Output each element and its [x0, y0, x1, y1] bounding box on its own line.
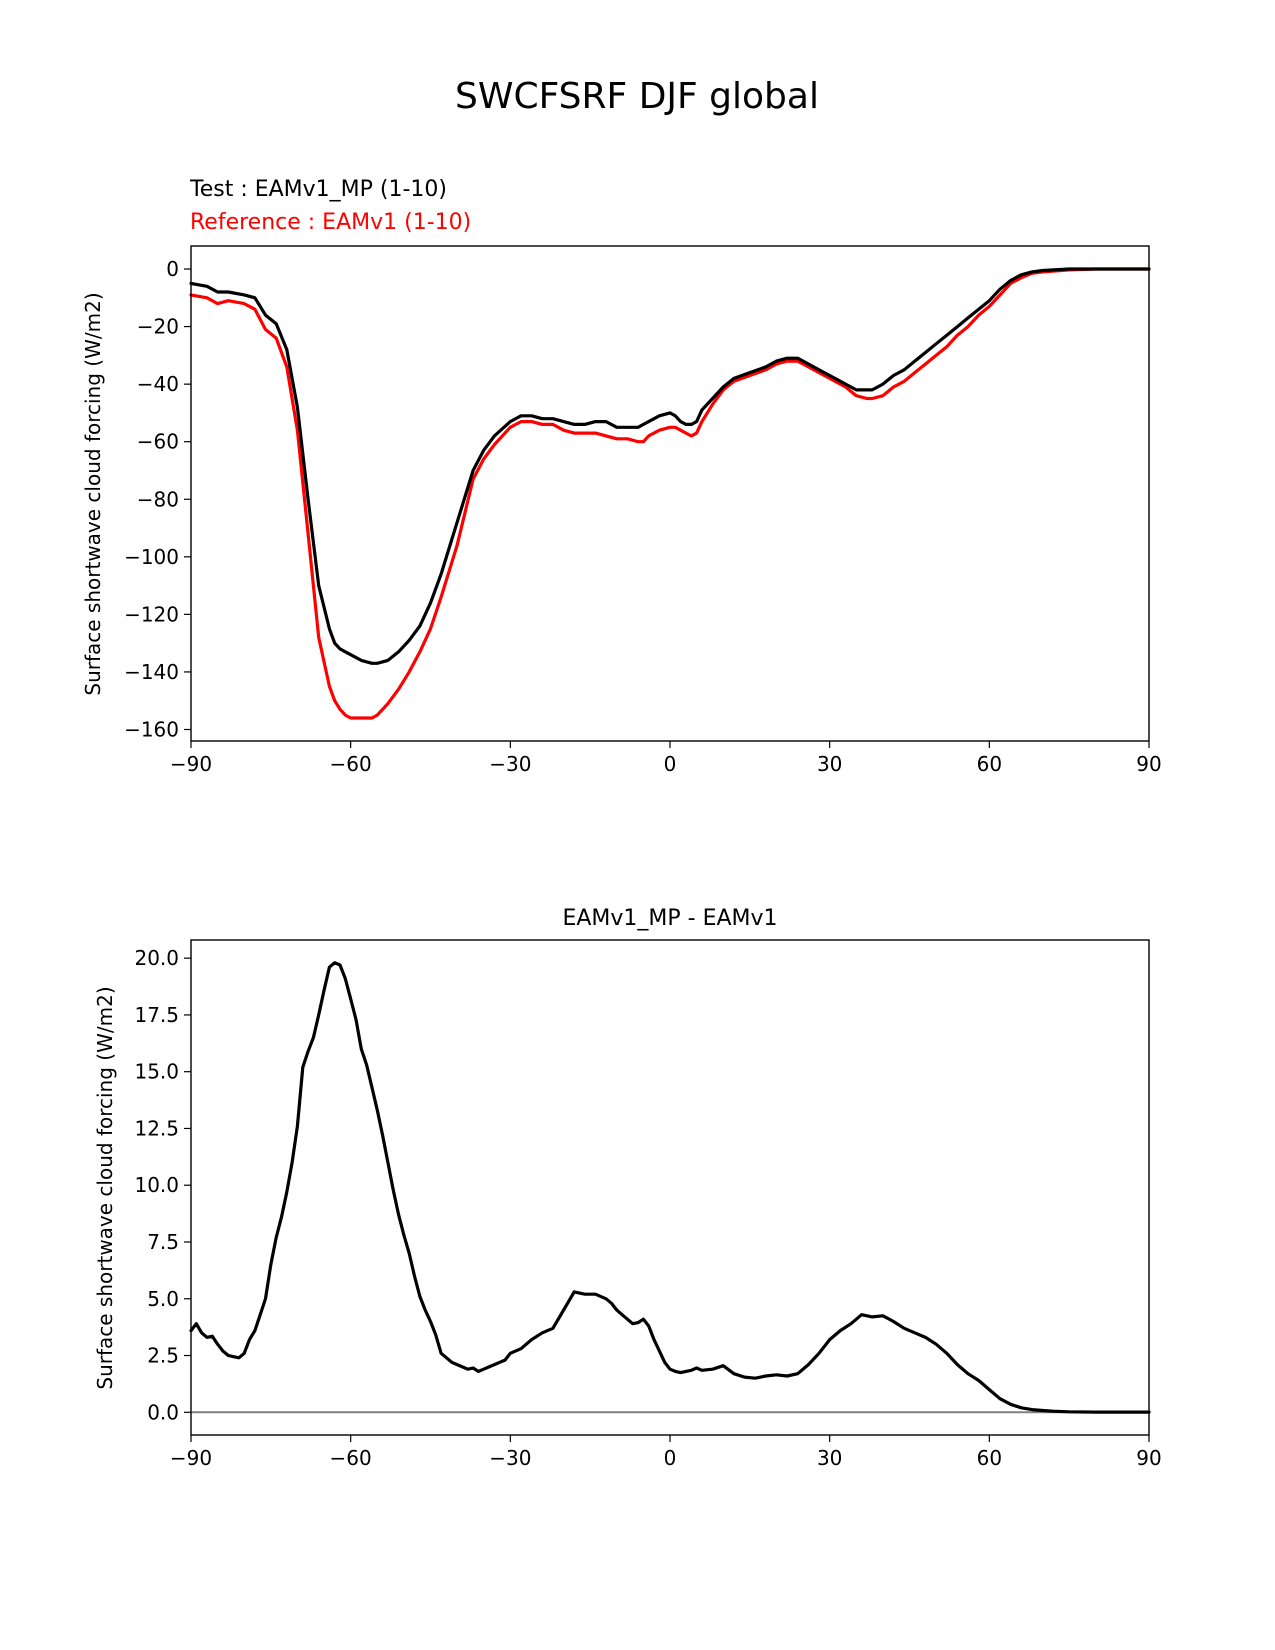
bottom-xtick-label: −60 [330, 1446, 372, 1470]
top-ytick-label: −160 [124, 717, 179, 741]
bottom-ytick-label: 17.5 [134, 1003, 179, 1027]
top-panel: Test : EAMv1_MP (1-10) Reference : EAMv1… [81, 177, 1162, 776]
bottom-ytick-label: 10.0 [134, 1173, 179, 1197]
bottom-ylabel: Surface shortwave cloud forcing (W/m2) [93, 986, 117, 1389]
top-series-line-reference-eamv1-1-10- [189, 267, 1151, 720]
bottom-ytick-label: 5.0 [147, 1287, 179, 1311]
bottom-series-line-eamv1-mp-eamv1 [189, 961, 1151, 1414]
bottom-axes-frame [190, 939, 1150, 1436]
top-ylabel: Surface shortwave cloud forcing (W/m2) [81, 292, 105, 695]
bottom-ytick-label: 7.5 [147, 1230, 179, 1254]
bottom-xtick-label: −30 [489, 1446, 531, 1470]
top-xtick-label: −90 [170, 752, 212, 776]
top-xtick-label: 30 [817, 752, 842, 776]
top-ticks: −90 −60 −30 0 30 60 90 0 −20 −40 −60 −80 −100 −120 −14… [124, 257, 1162, 776]
bottom-ytick-label: 2.5 [147, 1344, 179, 1368]
bottom-ytick-label: 20.0 [134, 946, 179, 970]
top-ytick-label: −20 [137, 315, 179, 339]
bottom-lines [189, 961, 1151, 1414]
reference-legend-label: Reference : EAMv1 (1-10) [190, 210, 471, 235]
top-axes-frame [190, 245, 1150, 742]
top-ytick-label: −120 [124, 602, 179, 626]
bottom-xtick-label: −90 [170, 1446, 212, 1470]
bottom-title: EAMv1_MP - EAMv1 [562, 906, 777, 931]
bottom-ticks: −90 −60 −30 0 30 60 90 0.0 2.5 5.0 7.5 10.0 12.5 15.0… [134, 946, 1161, 1470]
top-series-line-test-eamv1-mp-1-10- [189, 267, 1151, 665]
figure-title: SWCFSRF DJF global [455, 76, 819, 117]
top-ytick-label: −60 [137, 430, 179, 454]
top-xtick-label: 90 [1136, 752, 1161, 776]
bottom-xtick-label: 0 [664, 1446, 677, 1470]
bottom-panel: EAMv1_MP - EAMv1 −90 −60 −30 0 30 60 90 0.0 2.5 5… [93, 906, 1162, 1470]
bottom-xtick-label: 30 [817, 1446, 842, 1470]
top-ytick-label: −100 [124, 545, 179, 569]
bottom-xtick-label: 60 [977, 1446, 1002, 1470]
test-legend-label: Test : EAMv1_MP (1-10) [189, 177, 447, 202]
bottom-ytick-label: 0.0 [147, 1400, 179, 1424]
top-xtick-label: −60 [330, 752, 372, 776]
top-xtick-label: −30 [489, 752, 531, 776]
bottom-ytick-label: 12.5 [134, 1116, 179, 1140]
top-xtick-label: 60 [977, 752, 1002, 776]
top-ytick-label: −80 [137, 487, 179, 511]
bottom-xtick-label: 90 [1136, 1446, 1161, 1470]
top-xtick-label: 0 [664, 752, 677, 776]
top-ytick-label: −40 [137, 372, 179, 396]
top-ytick-label: −140 [124, 660, 179, 684]
bottom-ytick-label: 15.0 [134, 1060, 179, 1084]
top-lines [189, 267, 1151, 720]
top-ytick-label: 0 [166, 257, 179, 281]
